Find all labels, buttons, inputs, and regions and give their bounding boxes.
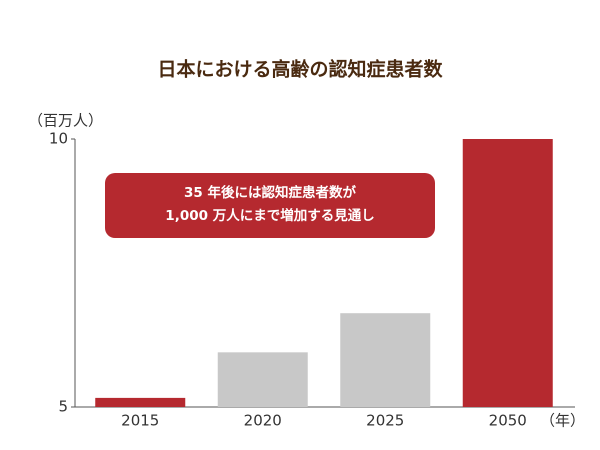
x-unit: （年） [540,412,585,430]
annotation-text: 1,000 万人にまで増加する見通し [165,207,374,224]
y-tick-label: 5 [58,398,68,416]
bar [95,397,186,407]
x-tick-label: 2025 [366,412,404,430]
y-unit: （百万人） [28,112,103,130]
chart-title: 日本における高齢の認知症患者数 [157,58,443,81]
bar [340,313,431,407]
annotation-box [105,173,435,238]
y-tick-label: 10 [49,130,68,148]
bar [462,139,553,407]
bar [217,352,308,407]
x-tick-label: 2050 [489,412,527,430]
x-tick-label: 2020 [244,412,282,430]
x-tick-label: 2015 [121,412,159,430]
annotation-text: 35 年後には認知症患者数が [184,184,356,201]
